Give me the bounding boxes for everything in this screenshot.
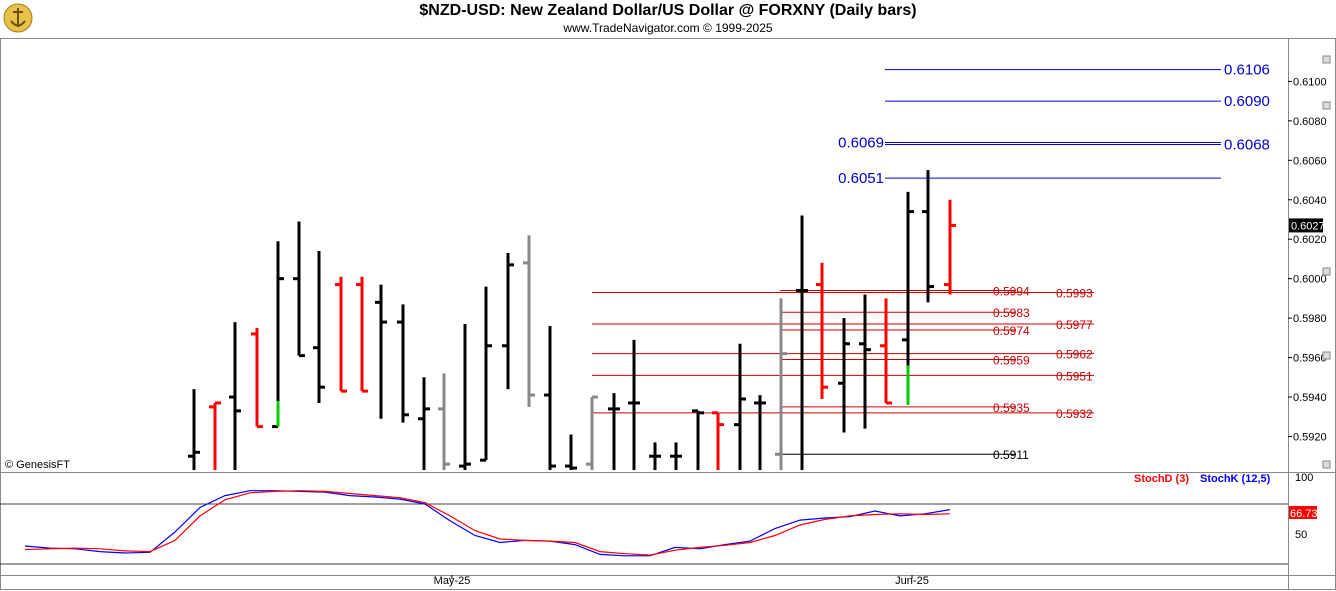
ohlc-bar bbox=[502, 253, 514, 390]
chart-frame: © GenesisFT bbox=[0, 38, 1336, 590]
ohlc-bar bbox=[313, 251, 325, 403]
price-tick-label: 0.5940 bbox=[1293, 392, 1327, 404]
price-bars bbox=[188, 170, 956, 471]
last-price-label: 0.6027 bbox=[1291, 220, 1325, 232]
price-tick-label: 0.5960 bbox=[1293, 353, 1327, 365]
level-label: 0.5911 bbox=[993, 448, 1029, 462]
date-tick-label: May-25 bbox=[434, 575, 471, 587]
level-label: 0.6090 bbox=[1224, 93, 1270, 110]
price-tick-label: 0.5920 bbox=[1293, 431, 1327, 443]
stochk-line bbox=[24, 490, 951, 557]
ohlc-bar bbox=[272, 241, 284, 429]
ohlc-bar bbox=[734, 343, 746, 471]
level-label: 0.5993 bbox=[1056, 286, 1093, 300]
price-tick-label: 0.6040 bbox=[1293, 195, 1327, 207]
ohlc-bar bbox=[944, 199, 956, 295]
ohlc-bar bbox=[628, 339, 640, 471]
level-label: 0.5935 bbox=[993, 401, 1030, 415]
level-label: 0.5974 bbox=[993, 324, 1030, 338]
stoch-legend-d: StochD (3) bbox=[1134, 473, 1189, 485]
trade-navigator-logo-icon bbox=[3, 3, 33, 33]
ohlc-bar bbox=[459, 324, 471, 471]
level-label: 0.5977 bbox=[1056, 318, 1093, 332]
ohlc-bar bbox=[188, 389, 200, 471]
level-label: 0.5951 bbox=[1056, 369, 1093, 383]
ohlc-bar bbox=[608, 393, 620, 471]
level-label: 0.5959 bbox=[993, 354, 1030, 368]
chart-subtitle: www.TradeNavigator.com © 1999-2025 bbox=[563, 21, 773, 35]
chart-title: $NZD-USD: New Zealand Dollar/US Dollar @… bbox=[419, 2, 917, 19]
date-tick-label: Jun-25 bbox=[895, 575, 929, 587]
stoch-tick-label: 50 bbox=[1295, 529, 1307, 541]
ohlc-bar bbox=[397, 304, 409, 423]
axis-scroll-arrow-icon bbox=[1322, 351, 1331, 360]
axis-scroll-arrow-icon bbox=[1322, 460, 1331, 469]
price-tick-label: 0.6080 bbox=[1293, 116, 1327, 128]
price-tick-label: 0.6000 bbox=[1293, 274, 1327, 286]
ohlc-bar bbox=[229, 322, 241, 471]
ohlc-bar bbox=[859, 294, 871, 429]
ohlc-bar bbox=[922, 170, 934, 303]
price-axis: 0.6100 0.6080 0.6060 0.6040 0.6020 0.6000 0.59… bbox=[1288, 55, 1331, 469]
stoch-last-value: 66.73 bbox=[1290, 508, 1318, 520]
ohlc-bar bbox=[902, 191, 914, 405]
ohlc-bar bbox=[775, 298, 787, 471]
ohlc-bar bbox=[251, 327, 263, 429]
level-label: 0.5962 bbox=[1056, 348, 1093, 362]
axis-scroll-arrow-icon bbox=[1322, 267, 1331, 276]
level-label: 0.6051 bbox=[838, 170, 884, 187]
price-level-lines: 0.6106 0.6090 0.6068 0.6069 0.6051 0.5994 0.59… bbox=[592, 62, 1270, 462]
stochastic-panel: 100 50 StochD (3) StochK (12,5) 66.73 bbox=[0, 472, 1318, 565]
ohlc-bar bbox=[544, 326, 556, 471]
level-label: 0.6069 bbox=[838, 135, 884, 152]
ohlc-bar bbox=[418, 377, 430, 471]
ohlc-bar bbox=[438, 373, 450, 471]
ohlc-bar bbox=[796, 215, 808, 471]
ohlc-bar bbox=[209, 401, 221, 471]
ohlc-bar bbox=[692, 409, 704, 471]
ohlc-bar bbox=[335, 276, 347, 393]
level-label: 0.6068 bbox=[1224, 137, 1270, 154]
ohlc-bar bbox=[586, 395, 598, 471]
ohlc-bar bbox=[754, 395, 766, 471]
date-axis: May-25 Jun-25 bbox=[434, 575, 929, 587]
ohlc-bar bbox=[838, 318, 850, 433]
stoch-last-value-badge bbox=[1289, 506, 1317, 519]
axis-scroll-arrow-icon bbox=[1322, 101, 1331, 110]
ohlc-bar bbox=[565, 434, 577, 471]
price-tick-label: 0.5980 bbox=[1293, 313, 1327, 325]
ohlc-bar bbox=[523, 235, 535, 407]
stoch-legend-k: StochK (12,5) bbox=[1200, 473, 1271, 485]
ohlc-bar bbox=[649, 442, 661, 471]
ohlc-bar bbox=[480, 286, 492, 462]
ohlc-bar bbox=[880, 298, 892, 405]
level-label: 0.5932 bbox=[1056, 407, 1093, 421]
price-tick-label: 0.6060 bbox=[1293, 155, 1327, 167]
ohlc-bar bbox=[293, 221, 305, 358]
stochd-line bbox=[24, 490, 951, 556]
ohlc-bar bbox=[356, 276, 368, 393]
level-label: 0.6106 bbox=[1224, 62, 1270, 79]
price-tick-label: 0.6020 bbox=[1293, 234, 1327, 246]
ohlc-bar bbox=[712, 411, 724, 471]
stoch-tick-label: 100 bbox=[1295, 472, 1313, 484]
price-tick-label: 0.6100 bbox=[1293, 76, 1327, 88]
axis-scroll-arrow-icon bbox=[1322, 55, 1331, 64]
last-price-badge bbox=[1289, 218, 1323, 233]
watermark-text: © GenesisFT bbox=[5, 459, 70, 471]
level-label: 0.5983 bbox=[993, 306, 1030, 320]
ohlc-bar bbox=[375, 284, 387, 419]
level-label: 0.5994 bbox=[993, 285, 1030, 299]
ohlc-bar bbox=[670, 442, 682, 471]
ohlc-bar bbox=[816, 262, 828, 400]
